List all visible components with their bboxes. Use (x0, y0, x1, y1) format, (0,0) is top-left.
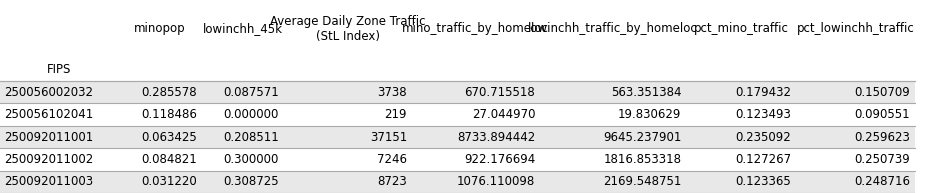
Text: 3738: 3738 (377, 86, 407, 99)
Text: 250092011003: 250092011003 (5, 175, 94, 188)
Bar (0, 81, 915, 103)
Text: 0.087571: 0.087571 (223, 86, 279, 99)
Text: 0.235092: 0.235092 (735, 130, 792, 144)
Text: 0.123365: 0.123365 (735, 175, 792, 188)
Text: lowinchh_45k: lowinchh_45k (202, 22, 283, 36)
Text: 0.000000: 0.000000 (223, 108, 279, 121)
Text: pct_lowinchh_traffic: pct_lowinchh_traffic (796, 22, 914, 36)
Text: pct_mino_traffic: pct_mino_traffic (693, 22, 789, 36)
Text: 27.044970: 27.044970 (472, 108, 535, 121)
Text: 37151: 37151 (370, 130, 407, 144)
Text: 0.084821: 0.084821 (141, 153, 197, 166)
Text: 2169.548751: 2169.548751 (603, 175, 681, 188)
Bar (0, 0, 915, 58)
Text: 0.031220: 0.031220 (141, 175, 197, 188)
Text: 0.300000: 0.300000 (223, 153, 279, 166)
Text: 0.285578: 0.285578 (141, 86, 197, 99)
Text: 1816.853318: 1816.853318 (603, 153, 681, 166)
Bar (0, 58, 915, 81)
Text: 1076.110098: 1076.110098 (457, 175, 535, 188)
Text: 0.118486: 0.118486 (141, 108, 197, 121)
Text: 9645.237901: 9645.237901 (603, 130, 681, 144)
Text: 250056102041: 250056102041 (5, 108, 94, 121)
Text: minopop: minopop (134, 22, 186, 36)
Text: 19.830629: 19.830629 (618, 108, 681, 121)
Text: Average Daily Zone Traffic
(StL Index): Average Daily Zone Traffic (StL Index) (270, 15, 425, 43)
Text: 250092011002: 250092011002 (5, 153, 94, 166)
Text: 563.351384: 563.351384 (611, 86, 681, 99)
Text: 0.123493: 0.123493 (735, 108, 792, 121)
Text: 7246: 7246 (377, 153, 407, 166)
Text: FIPS: FIPS (47, 63, 71, 76)
Text: 0.308725: 0.308725 (223, 175, 279, 188)
Bar (0, 171, 915, 193)
Bar (0, 148, 915, 171)
Text: 8723: 8723 (377, 175, 407, 188)
Text: 0.179432: 0.179432 (735, 86, 792, 99)
Text: 250092011001: 250092011001 (5, 130, 94, 144)
Text: 0.259623: 0.259623 (855, 130, 910, 144)
Text: 0.063425: 0.063425 (141, 130, 197, 144)
Text: 922.176694: 922.176694 (464, 153, 535, 166)
Text: 0.150709: 0.150709 (855, 86, 910, 99)
Text: mino_traffic_by_homeloc: mino_traffic_by_homeloc (402, 22, 549, 36)
Text: 8733.894442: 8733.894442 (457, 130, 535, 144)
Text: lowinchh_traffic_by_homeloc: lowinchh_traffic_by_homeloc (528, 22, 698, 36)
Text: 0.127267: 0.127267 (735, 153, 792, 166)
Text: 670.715518: 670.715518 (464, 86, 535, 99)
Text: 0.208511: 0.208511 (223, 130, 279, 144)
Text: 250056002032: 250056002032 (5, 86, 94, 99)
Bar (0, 103, 915, 126)
Text: 0.250739: 0.250739 (855, 153, 910, 166)
Text: 0.248716: 0.248716 (855, 175, 910, 188)
Text: 219: 219 (385, 108, 407, 121)
Text: 0.090551: 0.090551 (855, 108, 910, 121)
Bar (0, 126, 915, 148)
